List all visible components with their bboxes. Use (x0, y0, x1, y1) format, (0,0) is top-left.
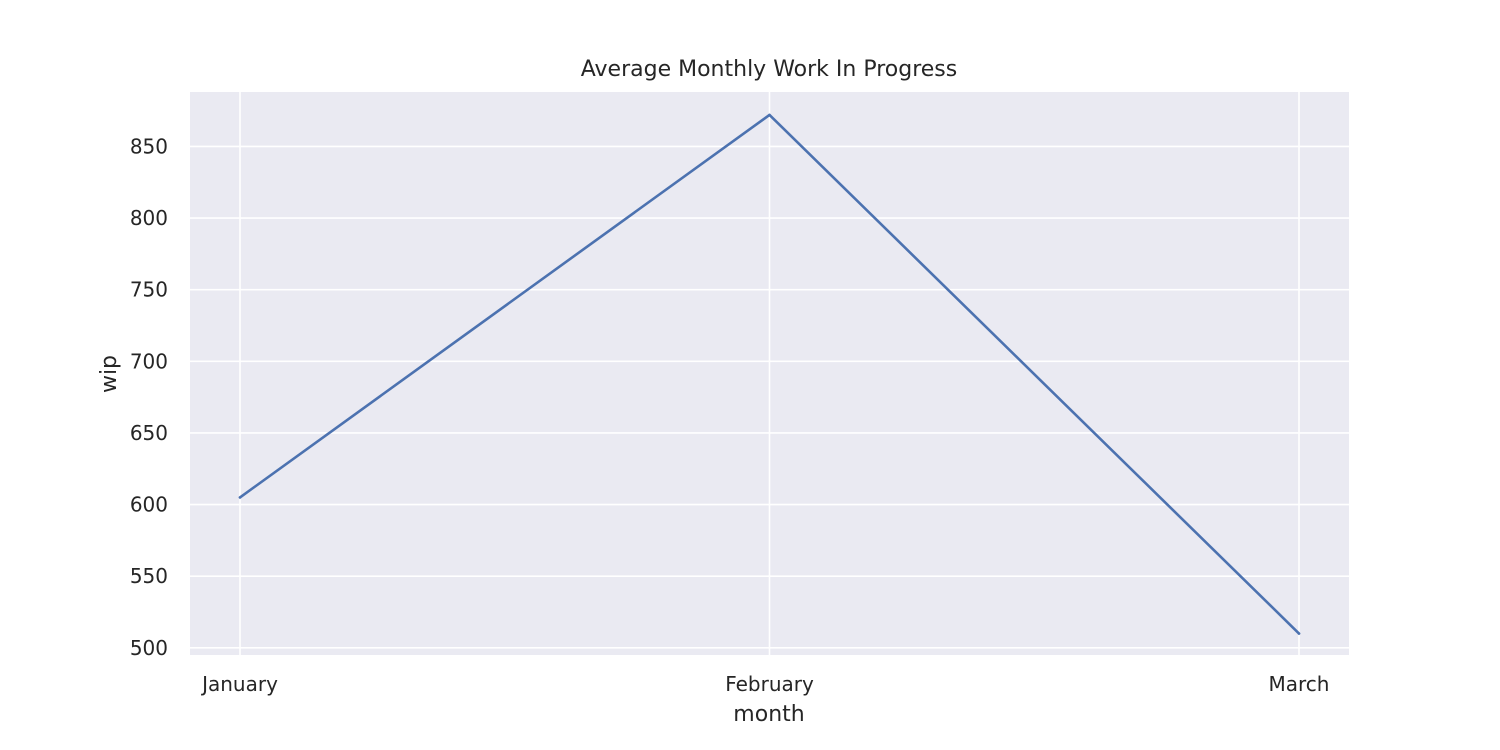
x-tick-label: February (725, 672, 814, 696)
y-tick-labels: 500 550 600 650 700 750 800 850 (130, 134, 168, 659)
x-gridlines (239, 92, 1300, 655)
chart-title: Average Monthly Work In Progress (581, 57, 957, 82)
x-tick-labels: January February March (200, 672, 1329, 696)
y-axis-label: wip (97, 355, 122, 393)
x-tick-label: March (1269, 672, 1330, 696)
series-layer (238, 113, 1301, 635)
data-point (238, 496, 242, 499)
y-tick-label: 500 (130, 636, 168, 660)
y-tick-label: 650 (130, 421, 168, 445)
y-gridlines (190, 145, 1349, 649)
data-point (1297, 632, 1301, 635)
x-axis-label: month (733, 702, 804, 727)
y-tick-label: 700 (130, 349, 168, 373)
y-tick-label: 800 (130, 206, 168, 230)
y-tick-label: 600 (130, 493, 168, 517)
x-tick-label: January (200, 672, 278, 696)
y-tick-label: 850 (130, 134, 168, 158)
data-point (768, 113, 771, 117)
y-tick-label: 750 (130, 278, 168, 302)
y-tick-label: 550 (130, 564, 168, 588)
